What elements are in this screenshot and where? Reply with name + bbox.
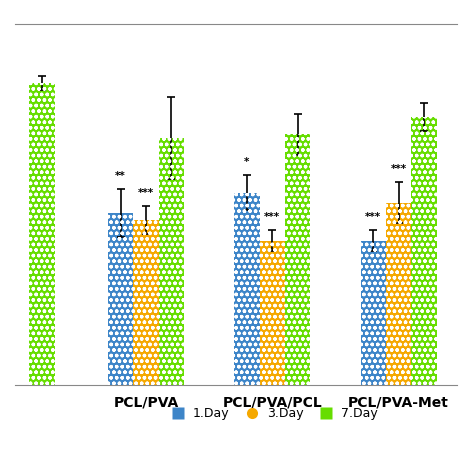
Bar (411, 117, 437, 384)
Bar (260, 241, 285, 384)
Text: *: * (244, 157, 250, 167)
Bar (29, 83, 55, 384)
Text: ***: *** (264, 212, 280, 222)
Bar (133, 220, 158, 384)
Bar (108, 213, 133, 384)
Bar (29, 83, 55, 384)
Bar (260, 241, 285, 384)
Bar (234, 192, 260, 384)
Bar (411, 117, 437, 384)
Bar (361, 241, 386, 384)
Bar (158, 137, 184, 384)
Bar (386, 203, 411, 384)
Text: ***: *** (365, 212, 382, 222)
Bar (133, 220, 158, 384)
Text: ***: *** (138, 188, 154, 198)
Legend: 1.Day, 3.Day, 7.Day: 1.Day, 3.Day, 7.Day (160, 402, 383, 425)
Text: ***: *** (391, 164, 407, 173)
Bar (386, 203, 411, 384)
Bar (234, 192, 260, 384)
Text: **: ** (115, 171, 126, 181)
Bar (285, 134, 310, 384)
Bar (158, 137, 184, 384)
Bar (285, 134, 310, 384)
Bar (361, 241, 386, 384)
Bar (108, 213, 133, 384)
